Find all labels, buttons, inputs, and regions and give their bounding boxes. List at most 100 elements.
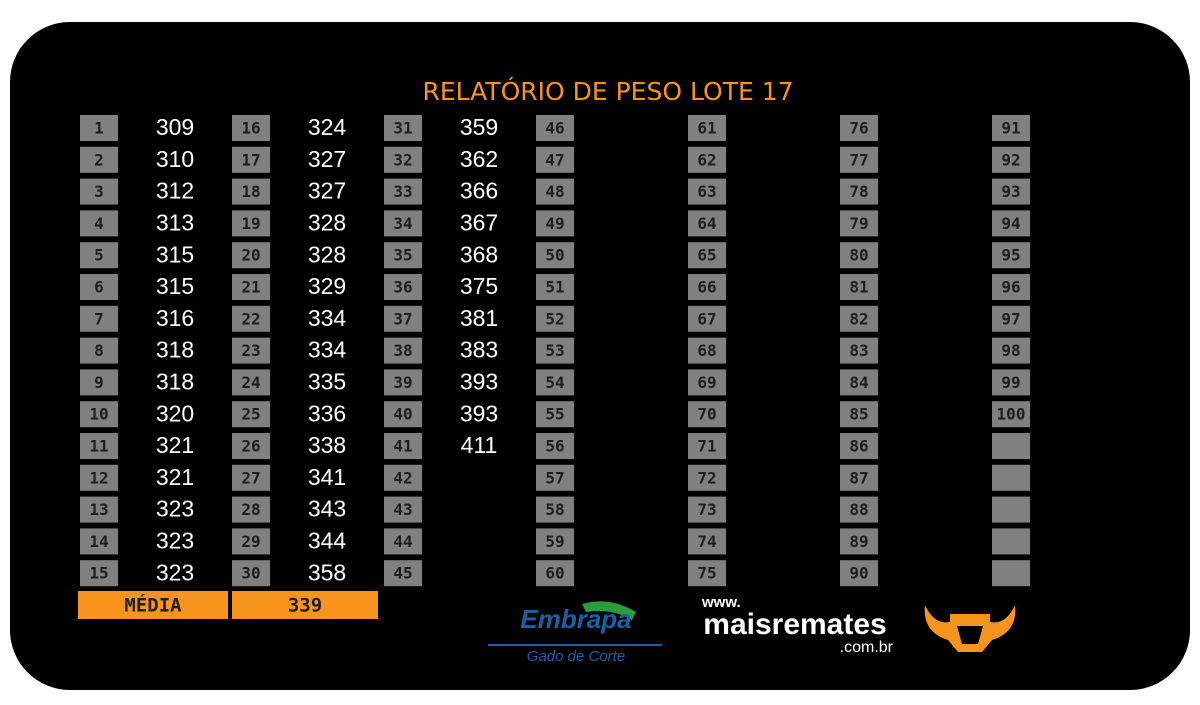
index-label: 7 xyxy=(94,309,104,328)
index-label: 91 xyxy=(1001,119,1020,138)
weight: 383 xyxy=(460,337,498,363)
index-cell xyxy=(232,305,270,332)
index-cell xyxy=(688,528,726,555)
index-cell xyxy=(80,274,118,300)
index-label: 26 xyxy=(241,437,260,456)
index-label: 100 xyxy=(997,405,1026,424)
index-cell xyxy=(536,146,574,173)
index-cell xyxy=(536,369,574,396)
index-cell xyxy=(992,528,1030,555)
index-label: 66 xyxy=(697,278,716,297)
average-label-cell xyxy=(78,591,228,619)
index-label: 41 xyxy=(393,437,412,456)
index-cell xyxy=(992,146,1030,173)
weight: 328 xyxy=(308,209,346,235)
index-cell xyxy=(536,178,574,205)
index-label: 96 xyxy=(1001,278,1020,297)
index-cell xyxy=(384,242,422,269)
index-cell xyxy=(536,242,574,269)
index-label: 62 xyxy=(697,150,716,169)
index-cell xyxy=(840,274,878,300)
index-cell xyxy=(992,560,1030,587)
index-cell xyxy=(80,305,118,332)
index-label: 11 xyxy=(89,437,108,456)
index-cell xyxy=(688,210,726,237)
index-label: 87 xyxy=(849,468,868,487)
index-cell xyxy=(232,210,270,237)
index-cell xyxy=(688,274,726,300)
index-cell xyxy=(840,305,878,332)
index-label: 59 xyxy=(545,532,564,551)
index-cell xyxy=(536,433,574,459)
index-label: 55 xyxy=(545,405,564,424)
index-cell xyxy=(80,178,118,205)
weight: 328 xyxy=(308,241,346,267)
index-label: 6 xyxy=(94,278,104,297)
index-label: 24 xyxy=(241,373,260,392)
index-label: 15 xyxy=(89,564,108,583)
index-label: 94 xyxy=(1001,214,1020,233)
index-label: 45 xyxy=(393,564,412,583)
index-label: 74 xyxy=(697,532,716,551)
weight: 359 xyxy=(460,114,498,140)
site-domain: .com.br xyxy=(840,639,894,656)
index-cell xyxy=(840,401,878,428)
index-cell xyxy=(80,242,118,269)
weight: 320 xyxy=(156,400,194,426)
index-label: 51 xyxy=(545,278,564,297)
index-label: 25 xyxy=(241,405,260,424)
index-cell xyxy=(688,433,726,459)
weight: 343 xyxy=(308,496,346,522)
index-label: 20 xyxy=(241,246,260,265)
index-cell xyxy=(688,496,726,523)
index-label: 38 xyxy=(393,341,412,360)
index-cell xyxy=(232,560,270,587)
index-cell xyxy=(232,146,270,173)
index-label: 97 xyxy=(1001,309,1020,328)
weight: 323 xyxy=(156,559,194,585)
weight: 316 xyxy=(156,305,194,331)
index-label: 95 xyxy=(1001,246,1020,265)
index-label: 86 xyxy=(849,437,868,456)
index-label: 84 xyxy=(849,373,868,392)
index-cell xyxy=(840,115,878,141)
index-cell xyxy=(384,433,422,459)
weight: 310 xyxy=(156,146,194,172)
weight: 358 xyxy=(308,559,346,585)
index-label: 83 xyxy=(849,341,868,360)
index-cell xyxy=(80,496,118,523)
index-cell xyxy=(384,210,422,237)
index-cell xyxy=(384,337,422,364)
weight: 321 xyxy=(156,464,194,490)
index-cell xyxy=(992,115,1030,141)
index-label: 18 xyxy=(241,182,260,201)
index-label: 23 xyxy=(241,341,260,360)
site-www: www. xyxy=(701,594,741,611)
weight: 367 xyxy=(460,209,498,235)
index-cell xyxy=(688,242,726,269)
index-cell xyxy=(536,401,574,428)
index-cell xyxy=(992,464,1030,491)
index-cell xyxy=(232,496,270,523)
index-label: 34 xyxy=(393,214,412,233)
index-cell xyxy=(384,115,422,141)
index-label: 79 xyxy=(849,214,868,233)
index-label: 89 xyxy=(849,532,868,551)
weight: 321 xyxy=(156,432,194,458)
index-label: 2 xyxy=(94,150,104,169)
index-label: 58 xyxy=(545,500,564,519)
index-label: 42 xyxy=(393,468,412,487)
index-label: 27 xyxy=(241,468,260,487)
weight: 313 xyxy=(156,209,194,235)
index-cell xyxy=(384,305,422,332)
index-cell xyxy=(384,274,422,300)
index-cell xyxy=(80,146,118,173)
index-cell xyxy=(384,464,422,491)
average-value: 339 xyxy=(288,595,322,617)
index-label: 36 xyxy=(393,278,412,297)
index-cell xyxy=(840,210,878,237)
index-label: 39 xyxy=(393,373,412,392)
index-label: 19 xyxy=(241,214,260,233)
index-cell xyxy=(536,464,574,491)
index-label: 63 xyxy=(697,182,716,201)
